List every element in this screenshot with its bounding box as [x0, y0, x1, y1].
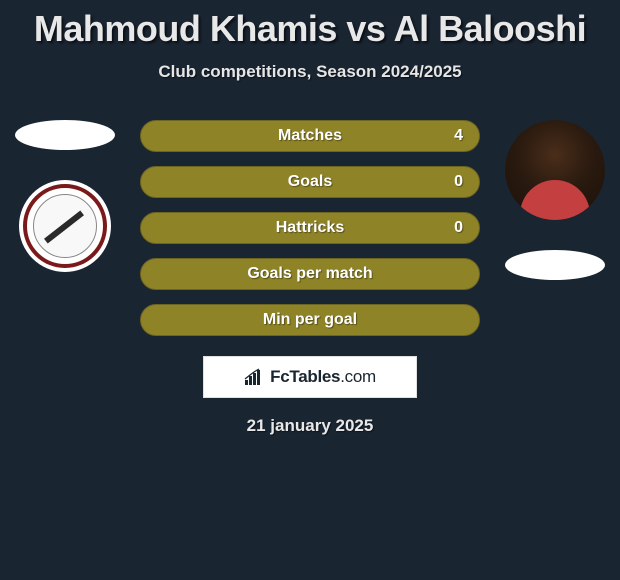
- stat-right-value: 4: [454, 127, 463, 145]
- player-left-column: [10, 120, 120, 272]
- page-title: Mahmoud Khamis vs Al Balooshi: [0, 0, 620, 50]
- brand-badge[interactable]: FcTables.com: [203, 356, 417, 398]
- player-right-column: [500, 120, 610, 280]
- season-subtitle: Club competitions, Season 2024/2025: [0, 62, 620, 82]
- stat-right-value: 0: [454, 219, 463, 237]
- player-right-photo: [505, 120, 605, 220]
- player-left-photo-placeholder: [15, 120, 115, 150]
- snapshot-date: 21 january 2025: [0, 416, 620, 436]
- bar-chart-icon: [244, 368, 266, 386]
- stat-label: Goals: [288, 173, 332, 191]
- stat-label: Matches: [278, 127, 342, 145]
- stat-rows: Matches 4 Goals 0 Hattricks 0 Goals per …: [140, 120, 480, 336]
- stat-label: Hattricks: [276, 219, 344, 237]
- brand-name: FcTables.com: [270, 367, 376, 387]
- stat-row-goals-per-match: Goals per match: [140, 258, 480, 290]
- stat-row-goals: Goals 0: [140, 166, 480, 198]
- stat-row-min-per-goal: Min per goal: [140, 304, 480, 336]
- stat-label: Min per goal: [263, 311, 357, 329]
- stat-row-hattricks: Hattricks 0: [140, 212, 480, 244]
- player-right-club-placeholder: [505, 250, 605, 280]
- stat-row-matches: Matches 4: [140, 120, 480, 152]
- stat-right-value: 0: [454, 173, 463, 191]
- stat-label: Goals per match: [247, 265, 372, 283]
- player-left-club-badge: [19, 180, 111, 272]
- comparison-content: Matches 4 Goals 0 Hattricks 0 Goals per …: [0, 120, 620, 436]
